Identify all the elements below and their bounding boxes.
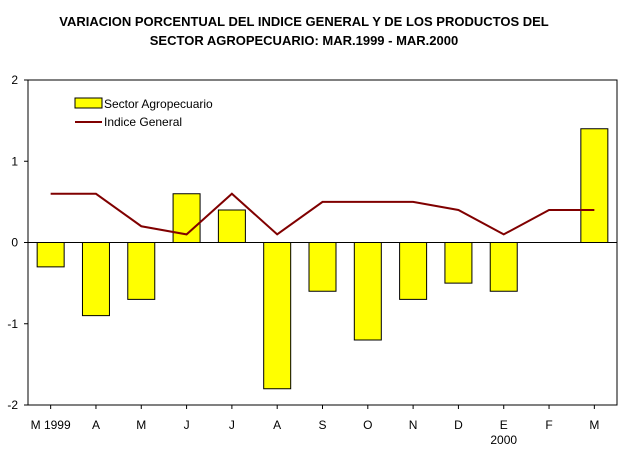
y-tick-label: 2 — [11, 73, 18, 87]
x-tick-label: S — [318, 418, 326, 432]
bar — [36, 242, 65, 268]
x-tick-label: D — [454, 418, 463, 432]
chart-title-line-2: SECTOR AGROPECUARIO: MAR.1999 - MAR.2000 — [150, 33, 458, 48]
chart-title-line-1: VARIACION PORCENTUAL DEL INDICE GENERAL … — [59, 14, 549, 29]
bar — [127, 242, 156, 300]
bar — [263, 242, 292, 390]
y-tick-label: -2 — [7, 398, 18, 412]
x-tick-label: O — [363, 418, 372, 432]
x-tick-label: F — [545, 418, 552, 432]
legend-swatch-bar — [74, 97, 103, 109]
bar — [489, 242, 518, 292]
x-tick-label: E — [500, 418, 508, 432]
bar — [399, 242, 428, 300]
x-tick-label: M — [589, 418, 599, 432]
x-tick-label: M — [136, 418, 146, 432]
bar — [217, 209, 246, 243]
y-tick-label: 1 — [11, 154, 18, 168]
bar — [353, 242, 382, 341]
y-tick-label: 0 — [11, 236, 18, 250]
x-tick-sublabel: 2000 — [490, 433, 517, 447]
x-tick-label: A — [92, 418, 100, 432]
legend: Sector Agropecuario Indice General — [74, 97, 213, 129]
line-series — [50, 192, 595, 236]
bar — [444, 242, 473, 284]
x-tick-label: A — [273, 418, 281, 432]
bar — [308, 242, 337, 292]
x-tick-label: N — [409, 418, 418, 432]
x-tick-label: J — [184, 418, 190, 432]
x-tick-label: M 1999 — [31, 418, 71, 432]
legend-label-bar: Sector Agropecuario — [104, 97, 213, 111]
bar — [81, 242, 110, 317]
x-tick-label: J — [229, 418, 235, 432]
bar — [580, 128, 609, 243]
legend-label-line: Indice General — [104, 115, 182, 129]
y-tick-label: -1 — [7, 317, 18, 331]
